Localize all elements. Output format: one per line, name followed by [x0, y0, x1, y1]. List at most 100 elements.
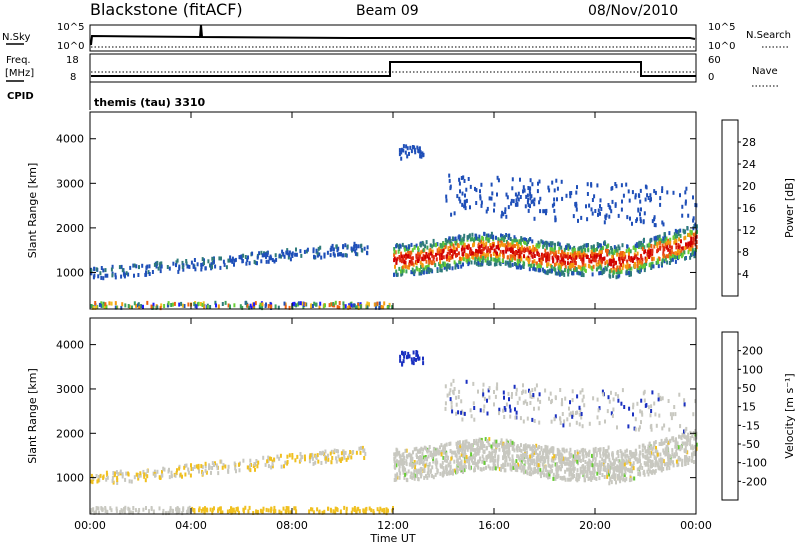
power-cell	[181, 265, 184, 269]
power-cell	[605, 267, 608, 272]
power-cell	[493, 262, 496, 267]
power-cell	[655, 235, 658, 240]
velocity-cell	[684, 445, 687, 450]
velocity-cell	[571, 458, 574, 463]
velocity-cell	[172, 509, 174, 513]
velocity-cell	[460, 452, 463, 457]
power-cell	[527, 238, 530, 243]
power-cell	[185, 261, 188, 266]
velocity-cell	[547, 475, 550, 480]
power-cell	[409, 145, 412, 150]
velocity-cell	[462, 441, 464, 446]
power-cell	[566, 261, 569, 266]
power-cell	[659, 202, 662, 207]
power-cell	[658, 234, 661, 239]
velocity-cell	[660, 438, 663, 443]
velocity-cell	[516, 468, 519, 473]
power-cell	[511, 257, 514, 262]
velocity-cell	[197, 466, 200, 471]
x-tick-label: 20:00	[579, 519, 611, 532]
power-cell	[471, 232, 474, 237]
velocity-cell	[628, 406, 631, 411]
velocity-cell	[123, 506, 126, 511]
colorbar-frame	[721, 331, 739, 501]
power-cell	[641, 246, 644, 251]
power-cell	[480, 243, 483, 248]
power-cell	[570, 256, 573, 261]
velocity-cell	[654, 440, 657, 444]
velocity-cell	[604, 458, 607, 463]
velocity-cell	[570, 460, 573, 465]
power-cell	[540, 255, 543, 260]
power-cell	[682, 246, 685, 251]
velocity-cell	[638, 444, 641, 449]
velocity-cell	[551, 463, 554, 468]
velocity-cell	[501, 444, 504, 449]
power-cell	[445, 198, 448, 203]
velocity-cell	[598, 470, 601, 474]
velocity-cell	[533, 406, 535, 411]
power-cell	[679, 193, 681, 198]
velocity-cell	[586, 467, 589, 471]
power-cell	[627, 189, 630, 194]
velocity-cell	[432, 446, 435, 451]
velocity-cell	[562, 460, 565, 464]
power-cell	[131, 305, 133, 310]
velocity-cell	[100, 506, 103, 511]
velocity-cell	[434, 460, 437, 465]
velocity-cell	[574, 452, 576, 457]
power-cell	[495, 254, 497, 259]
power-cell	[481, 235, 484, 240]
velocity-cell	[304, 457, 306, 462]
power-cell	[533, 254, 536, 258]
velocity-cell	[479, 439, 482, 444]
velocity-cell	[362, 509, 365, 514]
power-cell	[400, 156, 403, 161]
velocity-cell	[509, 414, 512, 419]
power-cell	[445, 267, 448, 272]
velocity-cell	[608, 472, 611, 477]
velocity-cell	[457, 395, 460, 400]
velocity-cell	[485, 454, 488, 459]
velocity-cell	[468, 445, 471, 449]
power-cell	[318, 252, 321, 257]
power-cell	[462, 241, 465, 246]
velocity-cell	[287, 510, 290, 515]
velocity-cell	[604, 419, 606, 424]
power-cell	[425, 259, 428, 264]
velocity-cell	[271, 459, 274, 464]
velocity-cell	[644, 454, 647, 459]
power-cell	[597, 244, 600, 249]
power-cell	[639, 212, 641, 217]
velocity-cell	[350, 455, 353, 460]
velocity-cell	[463, 465, 466, 470]
power-cell	[522, 185, 525, 190]
power-cell	[505, 192, 508, 197]
velocity-cell	[266, 459, 269, 464]
power-cell	[194, 267, 197, 272]
power-cell	[660, 261, 663, 266]
velocity-cell	[104, 506, 107, 510]
power-cell	[460, 247, 463, 252]
power-cell	[185, 259, 188, 263]
velocity-cell	[436, 447, 439, 452]
velocity-cell	[659, 457, 662, 462]
velocity-cell	[601, 473, 604, 477]
power-cell	[501, 259, 504, 263]
power-cell	[283, 301, 286, 306]
power-cell	[397, 249, 400, 254]
power-cell	[631, 221, 633, 226]
velocity-cell	[310, 507, 312, 512]
power-cell	[524, 240, 527, 245]
colorbar-tick-label: 4	[742, 268, 749, 281]
velocity-cell	[397, 460, 400, 465]
power-cell	[293, 301, 296, 306]
velocity-cell	[613, 458, 616, 463]
velocity-cell	[511, 458, 514, 463]
velocity-cell	[259, 508, 262, 513]
power-cell	[526, 242, 529, 247]
velocity-cell	[636, 467, 639, 472]
power-cell	[527, 198, 530, 202]
velocity-cell	[588, 421, 591, 426]
velocity-cell	[523, 453, 526, 457]
